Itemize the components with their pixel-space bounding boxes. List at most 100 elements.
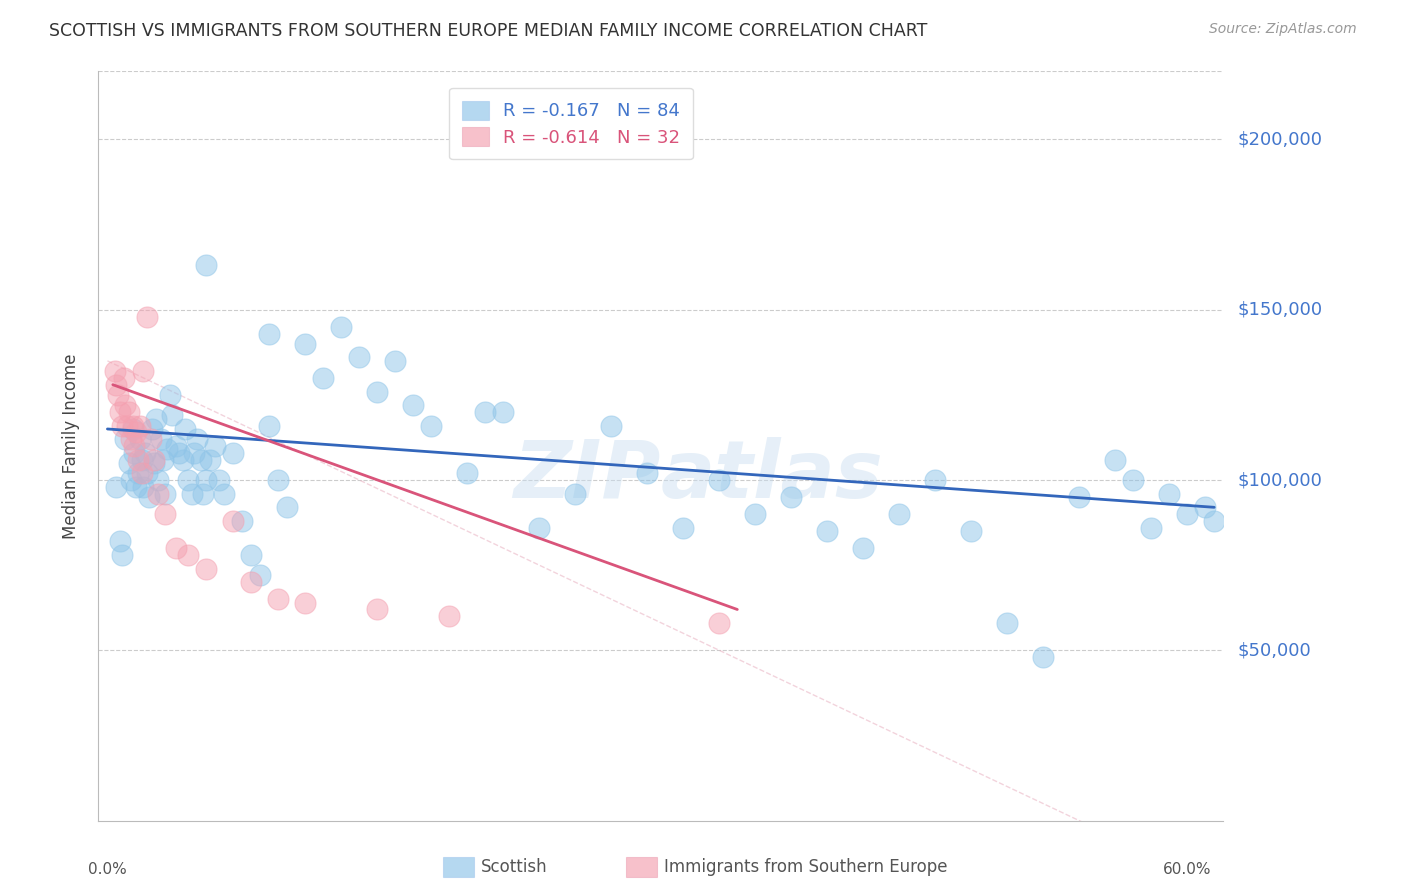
Point bbox=[492, 405, 515, 419]
Point bbox=[124, 446, 146, 460]
Point bbox=[128, 432, 150, 446]
Point bbox=[114, 398, 136, 412]
Point bbox=[177, 548, 200, 562]
Text: SCOTTISH VS IMMIGRANTS FROM SOUTHERN EUROPE MEDIAN FAMILY INCOME CORRELATION CHA: SCOTTISH VS IMMIGRANTS FROM SOUTHERN EUR… bbox=[49, 22, 928, 40]
Point bbox=[120, 473, 142, 487]
Point bbox=[186, 432, 208, 446]
Point bbox=[105, 377, 128, 392]
Point bbox=[294, 596, 316, 610]
Point bbox=[143, 452, 166, 467]
Point bbox=[143, 456, 166, 470]
Point bbox=[1104, 452, 1126, 467]
Point bbox=[108, 405, 131, 419]
Point bbox=[118, 405, 141, 419]
Point bbox=[744, 507, 766, 521]
Point bbox=[165, 439, 187, 453]
Point bbox=[190, 452, 212, 467]
Point bbox=[267, 592, 290, 607]
Point bbox=[146, 473, 169, 487]
Point bbox=[366, 384, 388, 399]
Point bbox=[815, 524, 838, 538]
Point bbox=[146, 486, 169, 500]
Point bbox=[222, 446, 245, 460]
Point bbox=[231, 514, 253, 528]
Point bbox=[198, 452, 221, 467]
Text: $200,000: $200,000 bbox=[1237, 130, 1323, 148]
Point bbox=[474, 405, 496, 419]
Point bbox=[995, 616, 1018, 631]
Y-axis label: Median Family Income: Median Family Income bbox=[62, 353, 80, 539]
Point bbox=[127, 452, 149, 467]
Point bbox=[173, 422, 195, 436]
Text: atlas: atlas bbox=[661, 437, 883, 515]
Point bbox=[214, 486, 236, 500]
Point bbox=[108, 534, 131, 549]
Point bbox=[529, 521, 551, 535]
Point bbox=[181, 486, 204, 500]
Point bbox=[131, 467, 153, 481]
Point bbox=[564, 486, 586, 500]
Point bbox=[312, 371, 335, 385]
Point bbox=[384, 354, 406, 368]
Point bbox=[165, 541, 187, 556]
Point bbox=[121, 418, 143, 433]
Point bbox=[115, 418, 138, 433]
Point bbox=[159, 388, 181, 402]
Point bbox=[141, 422, 163, 436]
Point bbox=[111, 418, 134, 433]
Point bbox=[366, 602, 388, 616]
Point bbox=[1159, 486, 1181, 500]
Text: ZIP: ZIP bbox=[513, 437, 661, 515]
Point bbox=[349, 351, 371, 365]
Point bbox=[131, 452, 153, 467]
Point bbox=[136, 467, 159, 481]
Point bbox=[294, 336, 316, 351]
Point bbox=[249, 568, 271, 582]
Point bbox=[105, 480, 128, 494]
Point bbox=[183, 446, 205, 460]
Point bbox=[139, 432, 162, 446]
Point bbox=[709, 473, 731, 487]
Point bbox=[240, 548, 263, 562]
Point bbox=[191, 486, 214, 500]
Point bbox=[420, 418, 443, 433]
Point bbox=[600, 418, 623, 433]
Point bbox=[960, 524, 983, 538]
Point bbox=[152, 452, 174, 467]
Point bbox=[160, 409, 183, 423]
Point bbox=[1140, 521, 1163, 535]
Text: 60.0%: 60.0% bbox=[1163, 862, 1212, 877]
Point bbox=[1194, 500, 1216, 515]
Point bbox=[330, 319, 353, 334]
Point bbox=[709, 616, 731, 631]
Point bbox=[924, 473, 946, 487]
Point bbox=[208, 473, 231, 487]
Point bbox=[195, 561, 218, 575]
Point bbox=[153, 507, 176, 521]
Point bbox=[150, 432, 173, 446]
Point bbox=[204, 439, 226, 453]
Point bbox=[107, 388, 129, 402]
Text: $100,000: $100,000 bbox=[1237, 471, 1323, 489]
Point bbox=[125, 480, 148, 494]
Point bbox=[672, 521, 695, 535]
Point bbox=[121, 422, 143, 436]
Point bbox=[267, 473, 290, 487]
Point bbox=[240, 575, 263, 590]
Point bbox=[104, 364, 127, 378]
Point bbox=[153, 486, 176, 500]
Point bbox=[134, 446, 156, 460]
Text: Scottish: Scottish bbox=[481, 858, 547, 876]
Point bbox=[145, 411, 167, 425]
Text: $150,000: $150,000 bbox=[1237, 301, 1323, 318]
Point bbox=[1175, 507, 1198, 521]
Point bbox=[156, 442, 179, 457]
Point bbox=[259, 326, 281, 341]
Point bbox=[1032, 650, 1054, 665]
Point bbox=[132, 364, 155, 378]
Point bbox=[114, 432, 136, 446]
Point bbox=[889, 507, 911, 521]
Text: 0.0%: 0.0% bbox=[89, 862, 127, 877]
Point bbox=[138, 490, 160, 504]
Text: Immigrants from Southern Europe: Immigrants from Southern Europe bbox=[664, 858, 948, 876]
